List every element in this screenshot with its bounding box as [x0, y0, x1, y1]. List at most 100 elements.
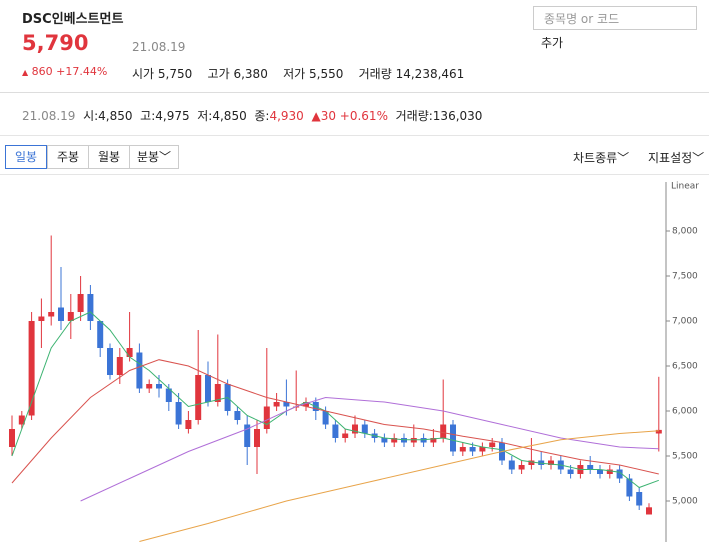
moving-average [11, 311, 659, 489]
candle-body [342, 433, 349, 438]
stat-label: 시가 [132, 67, 155, 81]
change-pct: +17.44% [56, 65, 108, 78]
candle-body [518, 465, 525, 470]
candle-body [254, 429, 260, 447]
stats: 시가 5,750 고가 6,380 저가 5,550 거래량 14,238,46… [132, 65, 464, 82]
candle-body [87, 294, 94, 321]
stat-label: 저가 [283, 67, 306, 81]
indicator-menu[interactable]: 지표설정﹀ [648, 151, 705, 165]
candle-body [548, 460, 554, 465]
candle-body [214, 384, 221, 402]
candle-body [146, 384, 153, 389]
candle-body [77, 294, 84, 312]
info-change: ▲30 +0.61% [311, 109, 388, 123]
candle-body [361, 424, 368, 434]
candle-body [28, 321, 35, 416]
divider [0, 92, 709, 93]
moving-average [11, 359, 659, 484]
candle-body [175, 402, 182, 425]
scale-label: Linear [671, 182, 699, 192]
candle-body [528, 460, 535, 465]
add-button[interactable]: 추가 [541, 36, 564, 50]
y-tick-label: 7,000 [672, 317, 698, 327]
search-box[interactable]: 종목명 or 코드 [533, 6, 697, 30]
info-value: 4,975 [155, 109, 190, 123]
info-value: 4,930 [269, 109, 304, 123]
stat-label: 거래량 [358, 67, 392, 81]
candle-body [97, 321, 104, 348]
moving-average [139, 430, 659, 542]
candle-body [655, 429, 662, 434]
candle-body [616, 469, 623, 479]
menu-label: 지표설정 [648, 151, 693, 165]
candle-body [459, 447, 466, 452]
info-line: 21.08.19 시:4,850 고:4,975 저:4,850 종:4,930… [22, 107, 482, 124]
info-label: 종: [254, 109, 270, 123]
candle-body [136, 352, 143, 389]
stat-label: 고가 [207, 67, 230, 81]
candle-body [283, 402, 290, 407]
candle-body [48, 312, 55, 317]
change: ▲ 860 +17.44% [22, 65, 108, 78]
y-tick-label: 7,500 [672, 272, 698, 282]
info-label: 거래량: [395, 109, 433, 123]
info-value: 4,850 [98, 109, 133, 123]
candle-body [234, 411, 241, 420]
candle-body [626, 478, 633, 497]
y-tick-label: 8,000 [672, 227, 698, 237]
date: 21.08.19 [132, 40, 186, 54]
candle-body [391, 438, 398, 443]
stat-value: 5,750 [157, 67, 193, 81]
y-tick-label: 6,500 [672, 362, 698, 372]
tab[interactable]: 일봉 [5, 145, 47, 169]
chart-type-menu[interactable]: 차트종류﹀ [573, 151, 630, 165]
chart: Linear 5,000 5,500 6,000 6,500 7,000 7,500 8,0… [9, 182, 699, 542]
candle-body [636, 492, 643, 506]
y-tick-label: 5,000 [672, 497, 698, 507]
candle-body [263, 406, 270, 429]
candle-body [107, 348, 113, 375]
info-value: 4,850 [212, 109, 247, 123]
tab[interactable]: 월봉 [88, 145, 130, 169]
candle-body [195, 375, 202, 420]
candle-body [450, 424, 456, 452]
candle-body [156, 384, 162, 389]
stat-value: 5,550 [309, 67, 344, 81]
divider [0, 174, 709, 175]
divider [0, 135, 709, 136]
price: 5,790 [22, 31, 89, 55]
candle-body [430, 438, 437, 443]
stat-value: 6,380 [233, 67, 268, 81]
candle-body [606, 469, 613, 474]
tab[interactable]: 주봉 [47, 145, 89, 169]
candle-body [67, 312, 74, 321]
candle-body [322, 411, 329, 425]
tab[interactable]: 분봉﹀ [129, 145, 179, 169]
candle-body [381, 438, 388, 443]
candle-body [440, 424, 447, 438]
candle-body [332, 424, 339, 438]
candle-body [273, 402, 280, 407]
candle-body [38, 316, 45, 321]
info-change-pct: +0.61% [339, 109, 388, 123]
info-label: 시: [83, 109, 99, 123]
candle-body [489, 442, 496, 447]
candle-body [58, 307, 64, 321]
info-label: 고: [140, 109, 156, 123]
candle-body [18, 415, 25, 425]
info-value: 136,030 [432, 109, 483, 123]
candle-body [567, 469, 574, 474]
change-value: 860 [31, 65, 53, 78]
candle-body [126, 348, 133, 357]
moving-average [80, 396, 659, 502]
info-change-value: 30 [320, 109, 336, 123]
candle-body [116, 357, 123, 375]
candle-body [9, 429, 15, 447]
candle-body [479, 447, 486, 452]
menu-label: 차트종류 [573, 151, 618, 165]
tab-label: 분봉 [136, 150, 160, 164]
candle-body [205, 375, 211, 402]
candle-body [646, 507, 652, 515]
candle-body [587, 465, 594, 470]
